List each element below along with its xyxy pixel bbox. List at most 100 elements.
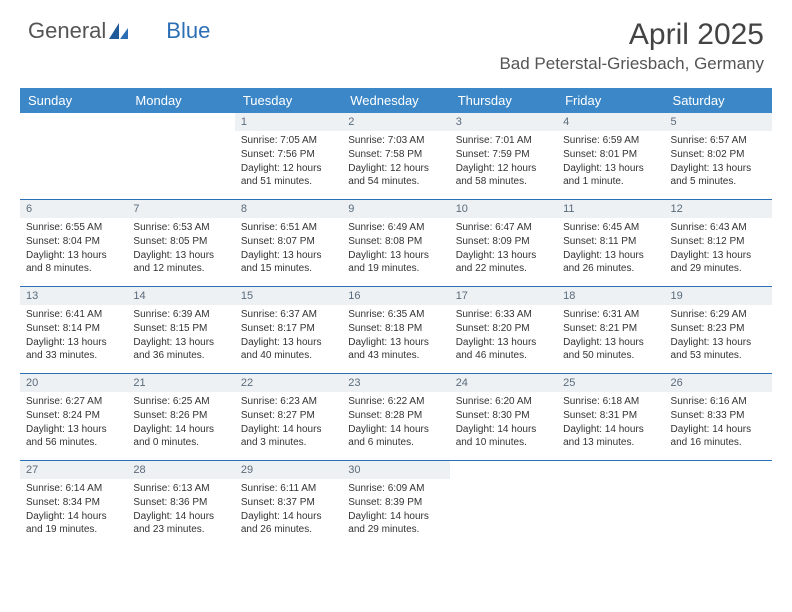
calendar-day: 25Sunrise: 6:18 AMSunset: 8:31 PMDayligh…	[557, 374, 664, 460]
daylight-text: Daylight: 13 hours and 33 minutes.	[26, 336, 121, 362]
sunrise-text: Sunrise: 6:37 AM	[241, 308, 336, 321]
calendar-day: 9Sunrise: 6:49 AMSunset: 8:08 PMDaylight…	[342, 200, 449, 286]
sunset-text: Sunset: 8:08 PM	[348, 235, 443, 248]
sunrise-text: Sunrise: 6:16 AM	[671, 395, 766, 408]
sunset-text: Sunset: 8:01 PM	[563, 148, 658, 161]
sunset-text: Sunset: 8:37 PM	[241, 496, 336, 509]
day-number: 2	[342, 113, 449, 131]
sunset-text: Sunset: 8:20 PM	[456, 322, 551, 335]
sunrise-text: Sunrise: 6:51 AM	[241, 221, 336, 234]
day-number: 27	[20, 461, 127, 479]
sunset-text: Sunset: 8:24 PM	[26, 409, 121, 422]
calendar-day: 1Sunrise: 7:05 AMSunset: 7:56 PMDaylight…	[235, 113, 342, 199]
brand-part1: General	[28, 18, 106, 44]
day-number: 22	[235, 374, 342, 392]
sunset-text: Sunset: 8:02 PM	[671, 148, 766, 161]
daylight-text: Daylight: 13 hours and 56 minutes.	[26, 423, 121, 449]
sunrise-text: Sunrise: 6:22 AM	[348, 395, 443, 408]
sunset-text: Sunset: 8:39 PM	[348, 496, 443, 509]
day-number: 25	[557, 374, 664, 392]
calendar-day	[450, 461, 557, 547]
sunset-text: Sunset: 7:56 PM	[241, 148, 336, 161]
sunset-text: Sunset: 8:27 PM	[241, 409, 336, 422]
day-number: 18	[557, 287, 664, 305]
daylight-text: Daylight: 14 hours and 26 minutes.	[241, 510, 336, 536]
day-number: 12	[665, 200, 772, 218]
calendar-header-row: Sunday Monday Tuesday Wednesday Thursday…	[20, 88, 772, 113]
sunset-text: Sunset: 8:36 PM	[133, 496, 228, 509]
day-number: 3	[450, 113, 557, 131]
sunset-text: Sunset: 8:15 PM	[133, 322, 228, 335]
calendar-day: 2Sunrise: 7:03 AMSunset: 7:58 PMDaylight…	[342, 113, 449, 199]
daylight-text: Daylight: 14 hours and 3 minutes.	[241, 423, 336, 449]
sunset-text: Sunset: 7:59 PM	[456, 148, 551, 161]
calendar-day: 26Sunrise: 6:16 AMSunset: 8:33 PMDayligh…	[665, 374, 772, 460]
sunrise-text: Sunrise: 6:55 AM	[26, 221, 121, 234]
dayhead-monday: Monday	[127, 88, 234, 113]
daylight-text: Daylight: 14 hours and 23 minutes.	[133, 510, 228, 536]
daylight-text: Daylight: 14 hours and 19 minutes.	[26, 510, 121, 536]
sunrise-text: Sunrise: 6:25 AM	[133, 395, 228, 408]
sunset-text: Sunset: 8:23 PM	[671, 322, 766, 335]
calendar-day: 14Sunrise: 6:39 AMSunset: 8:15 PMDayligh…	[127, 287, 234, 373]
calendar-day: 11Sunrise: 6:45 AMSunset: 8:11 PMDayligh…	[557, 200, 664, 286]
calendar: Sunday Monday Tuesday Wednesday Thursday…	[20, 88, 772, 547]
sunset-text: Sunset: 7:58 PM	[348, 148, 443, 161]
sunrise-text: Sunrise: 6:45 AM	[563, 221, 658, 234]
daylight-text: Daylight: 14 hours and 13 minutes.	[563, 423, 658, 449]
dayhead-saturday: Saturday	[665, 88, 772, 113]
daylight-text: Daylight: 13 hours and 5 minutes.	[671, 162, 766, 188]
calendar-week: 27Sunrise: 6:14 AMSunset: 8:34 PMDayligh…	[20, 461, 772, 547]
dayhead-sunday: Sunday	[20, 88, 127, 113]
daylight-text: Daylight: 13 hours and 40 minutes.	[241, 336, 336, 362]
calendar-day: 16Sunrise: 6:35 AMSunset: 8:18 PMDayligh…	[342, 287, 449, 373]
day-number: 11	[557, 200, 664, 218]
calendar-week: 20Sunrise: 6:27 AMSunset: 8:24 PMDayligh…	[20, 374, 772, 461]
calendar-week: 6Sunrise: 6:55 AMSunset: 8:04 PMDaylight…	[20, 200, 772, 287]
day-number: 5	[665, 113, 772, 131]
sunset-text: Sunset: 8:34 PM	[26, 496, 121, 509]
sunset-text: Sunset: 8:09 PM	[456, 235, 551, 248]
sunrise-text: Sunrise: 6:29 AM	[671, 308, 766, 321]
sunrise-text: Sunrise: 6:35 AM	[348, 308, 443, 321]
calendar-day: 23Sunrise: 6:22 AMSunset: 8:28 PMDayligh…	[342, 374, 449, 460]
calendar-day: 18Sunrise: 6:31 AMSunset: 8:21 PMDayligh…	[557, 287, 664, 373]
calendar-day: 29Sunrise: 6:11 AMSunset: 8:37 PMDayligh…	[235, 461, 342, 547]
day-number: 4	[557, 113, 664, 131]
daylight-text: Daylight: 13 hours and 36 minutes.	[133, 336, 228, 362]
calendar-day: 20Sunrise: 6:27 AMSunset: 8:24 PMDayligh…	[20, 374, 127, 460]
day-number: 6	[20, 200, 127, 218]
day-number: 17	[450, 287, 557, 305]
calendar-day: 6 Sunrise: 6:55 AMSunset: 8:04 PMDaylight…	[20, 200, 127, 286]
daylight-text: Daylight: 14 hours and 16 minutes.	[671, 423, 766, 449]
calendar-day: 5 Sunrise: 6:57 AMSunset: 8:02 PMDaylight…	[665, 113, 772, 199]
calendar-day: 3Sunrise: 7:01 AMSunset: 7:59 PMDaylight…	[450, 113, 557, 199]
sunrise-text: Sunrise: 6:13 AM	[133, 482, 228, 495]
sunset-text: Sunset: 8:07 PM	[241, 235, 336, 248]
sunset-text: Sunset: 8:05 PM	[133, 235, 228, 248]
sunset-text: Sunset: 8:28 PM	[348, 409, 443, 422]
day-number: 20	[20, 374, 127, 392]
day-number: 24	[450, 374, 557, 392]
daylight-text: Daylight: 13 hours and 1 minute.	[563, 162, 658, 188]
daylight-text: Daylight: 12 hours and 54 minutes.	[348, 162, 443, 188]
day-number: 8	[235, 200, 342, 218]
sunrise-text: Sunrise: 6:57 AM	[671, 134, 766, 147]
sunset-text: Sunset: 8:11 PM	[563, 235, 658, 248]
sunset-text: Sunset: 8:30 PM	[456, 409, 551, 422]
dayhead-friday: Friday	[557, 88, 664, 113]
daylight-text: Daylight: 13 hours and 22 minutes.	[456, 249, 551, 275]
sunrise-text: Sunrise: 6:31 AM	[563, 308, 658, 321]
location-label: Bad Peterstal-Griesbach, Germany	[499, 54, 764, 74]
calendar-day: 4Sunrise: 6:59 AMSunset: 8:01 PMDaylight…	[557, 113, 664, 199]
daylight-text: Daylight: 13 hours and 8 minutes.	[26, 249, 121, 275]
sunset-text: Sunset: 8:17 PM	[241, 322, 336, 335]
sunset-text: Sunset: 8:04 PM	[26, 235, 121, 248]
daylight-text: Daylight: 13 hours and 29 minutes.	[671, 249, 766, 275]
calendar-day: 13Sunrise: 6:41 AMSunset: 8:14 PMDayligh…	[20, 287, 127, 373]
daylight-text: Daylight: 13 hours and 50 minutes.	[563, 336, 658, 362]
sunrise-text: Sunrise: 6:39 AM	[133, 308, 228, 321]
calendar-day	[665, 461, 772, 547]
sunset-text: Sunset: 8:31 PM	[563, 409, 658, 422]
daylight-text: Daylight: 13 hours and 53 minutes.	[671, 336, 766, 362]
